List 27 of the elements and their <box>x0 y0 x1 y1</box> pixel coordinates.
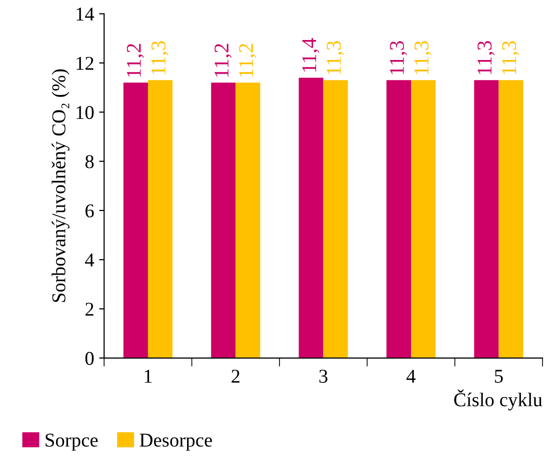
data-label: 11,2 <box>214 44 232 77</box>
legend-label: Sorpce <box>46 434 98 451</box>
data-label: 11,3 <box>326 41 344 74</box>
y-tick-label: 10 <box>76 106 94 120</box>
data-label: 11,3 <box>414 41 432 74</box>
y-tick-label: 14 <box>76 8 94 21</box>
x-axis-title: Číslo cyklu <box>454 390 542 410</box>
x-tick-label: 1 <box>144 370 152 383</box>
data-label: 11,3 <box>502 41 520 74</box>
y-tick-label: 2 <box>86 302 94 316</box>
data-label: 11,2 <box>239 44 256 77</box>
y-tick-label: 0 <box>85 352 94 365</box>
x-tick-label: 5 <box>494 370 503 383</box>
legend-label: Desorpce <box>140 434 212 451</box>
data-label: 11,3 <box>478 41 495 74</box>
data-label: 11,4 <box>302 38 320 72</box>
data-label: 11,3 <box>151 41 168 74</box>
x-tick-label: 4 <box>406 370 416 383</box>
y-tick-label: 12 <box>76 56 94 70</box>
data-label: 11,2 <box>126 44 144 77</box>
y-axis-title: Sorbovaný/uvolněný CO₂ (%) <box>52 69 70 302</box>
y-tick-label: 8 <box>85 155 94 168</box>
x-tick-label: 2 <box>232 370 240 383</box>
y-tick-label: 6 <box>86 204 94 218</box>
data-label: 11,3 <box>390 41 407 74</box>
y-tick-label: 4 <box>85 254 94 266</box>
x-tick-label: 3 <box>319 370 328 383</box>
